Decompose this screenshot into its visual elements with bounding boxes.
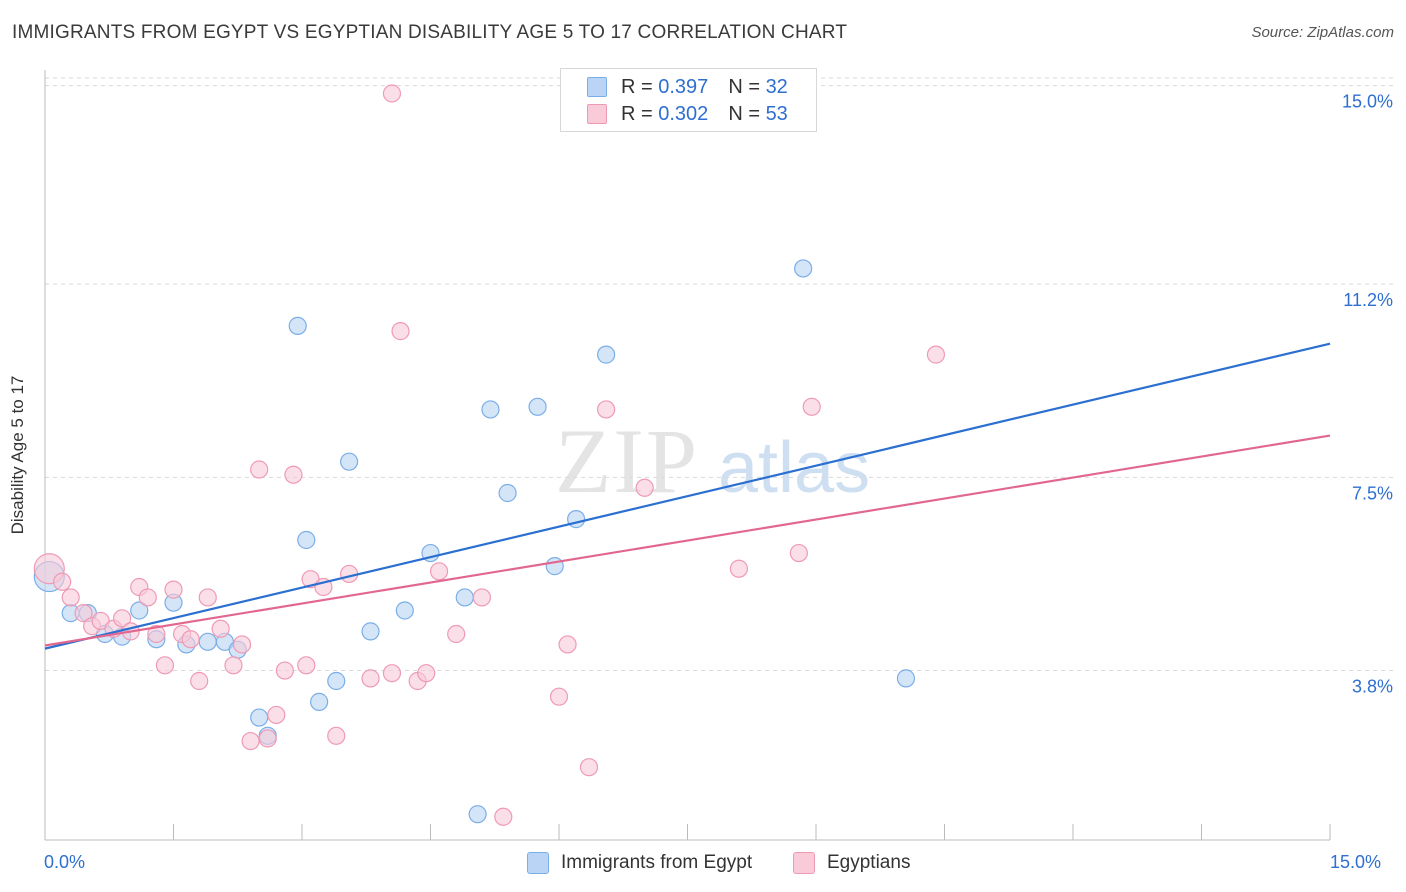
point-egyptians xyxy=(53,572,72,591)
point-egyptians xyxy=(494,807,513,826)
point-egyptians xyxy=(138,588,157,607)
point-immigrants-from-egypt xyxy=(288,316,307,335)
point-immigrants-from-egypt xyxy=(597,345,616,364)
legend-swatch-egypt xyxy=(527,852,549,874)
point-immigrants-from-egypt xyxy=(327,671,346,691)
point-egyptians xyxy=(61,588,80,607)
n-value: 53 xyxy=(765,102,788,125)
legend-label-egypt: Immigrants from Egypt xyxy=(561,852,753,873)
legend-swatch-egyptians xyxy=(793,852,815,874)
source-credit: Source: ZipAtlas.com xyxy=(1251,24,1394,41)
point-egyptians xyxy=(190,671,209,691)
point-egyptians xyxy=(327,726,346,745)
point-egyptians xyxy=(447,624,466,644)
y-tick-label: 11.2% xyxy=(1343,290,1393,310)
r-value: 0.397 xyxy=(658,75,709,98)
watermark-zip: ZIP xyxy=(555,410,699,512)
point-egyptians xyxy=(729,559,749,578)
trend-line-egyptians xyxy=(44,434,1331,647)
point-egyptians xyxy=(429,562,449,581)
point-immigrants-from-egypt xyxy=(250,708,269,727)
point-egyptians xyxy=(926,345,946,364)
x-tick-label-min: 0.0% xyxy=(44,852,86,872)
point-immigrants-from-egypt xyxy=(198,632,217,651)
legend-item-egyptians[interactable]: Egyptians xyxy=(793,852,910,874)
point-egyptians xyxy=(198,588,217,607)
point-immigrants-from-egypt xyxy=(794,259,813,278)
point-egyptians xyxy=(558,635,577,654)
point-egyptians xyxy=(549,687,569,706)
trend-line-immigrants-from-egypt xyxy=(44,342,1331,650)
watermark-atlas: atlas xyxy=(718,428,870,508)
n-label: N = xyxy=(728,102,760,125)
x-tick-label-max: 15.0% xyxy=(1330,852,1382,872)
point-egyptians xyxy=(258,729,277,748)
point-immigrants-from-egypt xyxy=(528,397,547,416)
point-egyptians xyxy=(232,635,252,654)
point-egyptians xyxy=(391,322,410,341)
point-immigrants-from-egypt xyxy=(455,588,474,607)
y-tick-labels: 3.8% 7.5% 11.2% 15.0% xyxy=(1342,92,1393,697)
point-egyptians xyxy=(361,669,380,688)
series-legend: Immigrants from Egypt Egyptians xyxy=(0,852,1406,878)
watermark: ZIP atlas xyxy=(555,410,870,512)
point-egyptians xyxy=(224,656,243,675)
point-immigrants-from-egypt xyxy=(130,601,149,620)
legend-swatch-egypt xyxy=(587,77,607,97)
point-egyptians xyxy=(297,656,316,675)
point-immigrants-from-egypt xyxy=(481,400,500,419)
point-immigrants-from-egypt xyxy=(468,805,487,824)
point-egyptians xyxy=(382,664,402,683)
point-egyptians xyxy=(417,664,436,683)
point-immigrants-from-egypt xyxy=(896,669,916,688)
point-immigrants-from-egypt xyxy=(395,601,414,620)
point-egyptians xyxy=(241,731,260,751)
r-value: 0.302 xyxy=(658,102,709,125)
r-label: R = xyxy=(621,75,653,98)
y-tick-label: 3.8% xyxy=(1352,677,1393,697)
point-immigrants-from-egypt xyxy=(498,483,517,503)
scatter-points xyxy=(33,84,946,826)
n-label: N = xyxy=(728,75,760,98)
point-egyptians xyxy=(181,630,200,649)
axes xyxy=(44,70,1331,841)
point-egyptians xyxy=(267,705,286,725)
r-label: R = xyxy=(621,102,653,125)
point-immigrants-from-egypt xyxy=(310,692,329,711)
point-egyptians xyxy=(789,543,808,563)
trend-lines xyxy=(44,342,1331,650)
point-egyptians xyxy=(74,604,93,623)
stats-legend-row-egyptians: R = 0.302 N = 53 xyxy=(587,103,788,125)
point-immigrants-from-egypt xyxy=(340,452,359,471)
point-egyptians xyxy=(250,460,269,479)
legend-item-egypt[interactable]: Immigrants from Egypt xyxy=(527,852,752,874)
y-axis-label: Disability Age 5 to 17 xyxy=(8,375,27,535)
stats-legend: R = 0.397 N = 32 R = 0.302 N = 53 xyxy=(560,68,817,132)
point-egyptians xyxy=(635,478,654,497)
chart-title: IMMIGRANTS FROM EGYPT VS EGYPTIAN DISABI… xyxy=(12,22,848,43)
point-immigrants-from-egypt xyxy=(361,622,380,641)
point-egyptians xyxy=(472,588,491,607)
gridlines xyxy=(45,77,1393,672)
point-egyptians xyxy=(382,84,402,103)
point-egyptians xyxy=(155,656,175,675)
point-egyptians xyxy=(275,661,294,680)
legend-label-egyptians: Egyptians xyxy=(827,852,911,873)
point-egyptians xyxy=(112,609,132,628)
point-egyptians xyxy=(284,465,303,484)
legend-swatch-egyptians xyxy=(587,104,607,124)
stats-legend-row-egypt: R = 0.397 N = 32 xyxy=(587,76,788,98)
n-value: 32 xyxy=(765,75,788,98)
point-egyptians xyxy=(211,619,230,638)
point-egyptians xyxy=(164,580,183,599)
y-tick-label: 7.5% xyxy=(1352,483,1393,503)
point-egyptians xyxy=(597,400,616,419)
y-tick-label: 15.0% xyxy=(1342,92,1393,112)
point-egyptians xyxy=(579,758,599,777)
point-egyptians xyxy=(802,397,821,416)
point-egyptians xyxy=(147,624,166,644)
point-immigrants-from-egypt xyxy=(297,530,316,550)
